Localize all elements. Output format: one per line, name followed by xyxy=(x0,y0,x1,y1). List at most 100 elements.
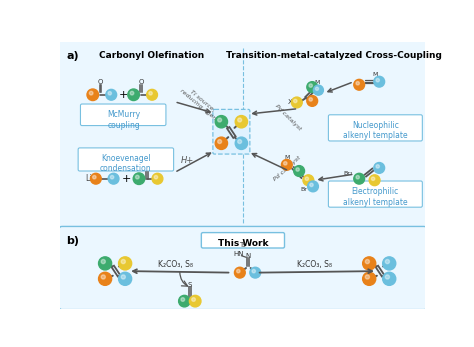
Circle shape xyxy=(237,269,240,273)
FancyBboxPatch shape xyxy=(201,232,284,248)
Text: This Work: This Work xyxy=(218,239,268,248)
Text: H: H xyxy=(351,181,356,186)
Circle shape xyxy=(303,175,314,186)
Circle shape xyxy=(309,98,312,101)
Circle shape xyxy=(376,78,379,82)
Circle shape xyxy=(128,89,139,101)
Circle shape xyxy=(190,295,201,307)
Circle shape xyxy=(146,90,157,100)
Circle shape xyxy=(374,162,384,173)
Circle shape xyxy=(106,90,117,100)
Circle shape xyxy=(235,137,247,150)
Text: Transition-metal-catalyzed Cross-Coupling: Transition-metal-catalyzed Cross-Couplin… xyxy=(226,51,442,60)
FancyBboxPatch shape xyxy=(59,40,427,228)
FancyBboxPatch shape xyxy=(78,148,173,171)
Text: +: + xyxy=(122,174,131,184)
Circle shape xyxy=(296,168,300,171)
Text: N: N xyxy=(246,253,251,259)
Circle shape xyxy=(215,116,228,128)
Circle shape xyxy=(371,177,375,180)
Text: Knoevenagel
condensation: Knoevenagel condensation xyxy=(100,154,152,174)
Circle shape xyxy=(181,298,185,301)
Text: M: M xyxy=(314,80,319,85)
Circle shape xyxy=(365,275,369,279)
Circle shape xyxy=(250,267,261,278)
Text: Nucleophilic
alkenyl template: Nucleophilic alkenyl template xyxy=(343,121,408,140)
Circle shape xyxy=(308,181,319,192)
Circle shape xyxy=(149,92,152,95)
Circle shape xyxy=(305,177,309,180)
Text: X: X xyxy=(288,100,293,105)
Text: Br₂: Br₂ xyxy=(343,171,352,176)
Text: O: O xyxy=(138,79,144,85)
FancyBboxPatch shape xyxy=(328,181,422,207)
Text: O: O xyxy=(144,166,149,172)
Circle shape xyxy=(385,260,390,264)
Circle shape xyxy=(101,260,105,264)
FancyBboxPatch shape xyxy=(59,227,427,310)
Circle shape xyxy=(101,275,105,279)
Circle shape xyxy=(152,173,163,184)
Text: K₂CO₃, S₈: K₂CO₃, S₈ xyxy=(158,260,193,269)
Circle shape xyxy=(87,89,99,101)
Circle shape xyxy=(133,173,145,185)
Circle shape xyxy=(252,269,255,273)
Text: McMurry
coupling: McMurry coupling xyxy=(107,110,140,129)
Text: Pd catalyst: Pd catalyst xyxy=(273,155,302,182)
Circle shape xyxy=(294,166,304,176)
Circle shape xyxy=(108,173,119,184)
FancyBboxPatch shape xyxy=(213,109,250,154)
Text: Electrophilic
alkenyl template: Electrophilic alkenyl template xyxy=(343,187,408,206)
Text: Ti source,
reducing agent: Ti source, reducing agent xyxy=(179,83,222,122)
Circle shape xyxy=(383,257,396,270)
Circle shape xyxy=(293,99,297,103)
Circle shape xyxy=(356,176,359,179)
Circle shape xyxy=(110,176,114,179)
Circle shape xyxy=(235,267,245,278)
Circle shape xyxy=(191,298,195,301)
Text: Li: Li xyxy=(86,174,92,183)
Circle shape xyxy=(374,76,384,87)
Text: H+: H+ xyxy=(181,156,194,166)
Circle shape xyxy=(121,260,126,264)
Circle shape xyxy=(130,91,134,95)
Circle shape xyxy=(315,87,319,90)
Text: Pd catalyst: Pd catalyst xyxy=(273,103,301,131)
Circle shape xyxy=(136,175,139,179)
Circle shape xyxy=(307,95,318,106)
Circle shape xyxy=(99,272,112,285)
Circle shape xyxy=(313,85,323,95)
FancyBboxPatch shape xyxy=(328,115,422,141)
Circle shape xyxy=(356,82,359,85)
Circle shape xyxy=(383,272,396,285)
Circle shape xyxy=(365,260,369,264)
Circle shape xyxy=(292,97,302,108)
Circle shape xyxy=(237,139,242,144)
Text: Carbonyl Olefination: Carbonyl Olefination xyxy=(99,51,204,60)
Text: Br: Br xyxy=(301,187,307,192)
Circle shape xyxy=(108,92,111,95)
Text: O: O xyxy=(98,79,103,85)
Circle shape xyxy=(376,165,379,168)
Circle shape xyxy=(89,91,93,95)
Text: +: + xyxy=(119,90,128,100)
Circle shape xyxy=(354,173,365,184)
Circle shape xyxy=(154,176,158,179)
Circle shape xyxy=(118,272,132,285)
Circle shape xyxy=(118,257,132,270)
Circle shape xyxy=(218,139,222,144)
Circle shape xyxy=(237,118,242,122)
Circle shape xyxy=(363,272,376,285)
Text: M: M xyxy=(284,155,290,160)
Circle shape xyxy=(121,275,126,279)
Circle shape xyxy=(215,137,228,150)
Circle shape xyxy=(354,79,365,90)
Text: Ts: Ts xyxy=(239,242,246,248)
Circle shape xyxy=(307,82,318,92)
Circle shape xyxy=(310,183,313,187)
Text: M: M xyxy=(372,72,377,77)
Circle shape xyxy=(369,175,380,186)
Circle shape xyxy=(235,116,247,128)
Text: S: S xyxy=(188,282,192,288)
Circle shape xyxy=(92,176,96,179)
